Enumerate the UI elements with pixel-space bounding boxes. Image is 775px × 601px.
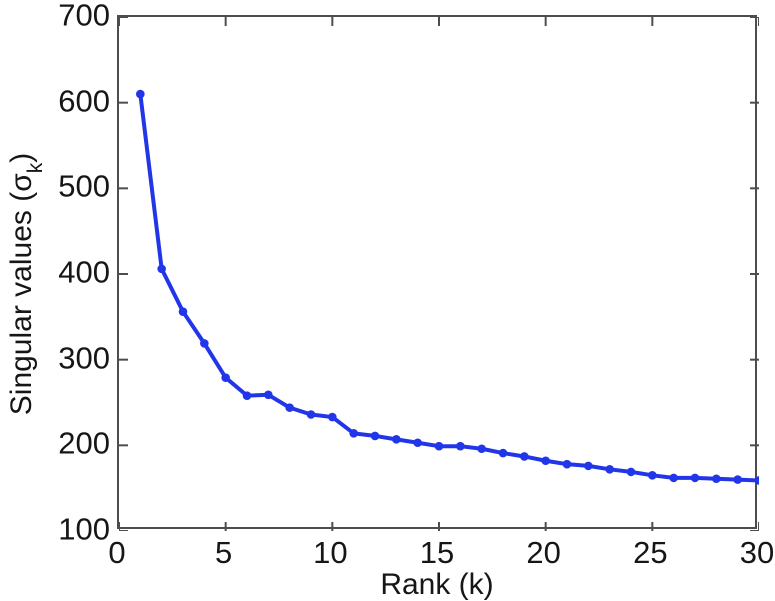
y-axis-title-subscript: k — [23, 162, 47, 174]
x-tick-label: 25 — [633, 535, 668, 570]
data-point-marker — [264, 390, 273, 400]
data-point-marker — [285, 403, 294, 412]
data-point-marker — [498, 448, 508, 458]
y-axis-tick-labels: 100 200 300 400 500 600 700 — [0, 0, 110, 600]
x-axis-tick-labels: 0 5 10 15 20 25 30 — [0, 537, 775, 577]
y-axis-title-main: Singular values (σ — [4, 173, 38, 416]
y-axis-title-wrapper: Singular values (σk) — [4, 24, 47, 544]
data-point-marker — [712, 474, 721, 484]
y-axis-title-paren: ) — [4, 152, 38, 163]
data-point-marker — [370, 431, 380, 441]
data-point-marker — [733, 475, 742, 484]
x-tick-label: 30 — [739, 535, 775, 570]
x-tick-label: 15 — [419, 535, 455, 570]
y-tick-label: 200 — [58, 425, 110, 461]
y-tick-label: 600 — [58, 83, 110, 119]
line-chart-svg — [119, 17, 759, 531]
data-point-marker — [178, 307, 188, 316]
singular-value-line — [138, 92, 759, 483]
data-point-marker — [349, 429, 358, 438]
data-point-marker — [562, 459, 572, 469]
x-tick-label: 5 — [215, 535, 233, 570]
data-point-marker — [392, 435, 401, 444]
axis-tick-marks — [119, 17, 759, 531]
data-point-marker — [157, 264, 166, 274]
y-tick-label: 500 — [58, 168, 110, 204]
data-point-marker — [456, 441, 465, 451]
data-point-marker — [626, 467, 636, 477]
y-tick-label: 400 — [58, 254, 110, 290]
singular-value-markers — [136, 89, 759, 485]
data-point-marker — [306, 410, 316, 419]
x-axis-title: Rank (k) — [380, 568, 494, 601]
y-tick-label: 300 — [58, 340, 110, 376]
x-tick-label: 0 — [108, 535, 126, 570]
data-point-marker — [690, 473, 700, 483]
y-tick-label: 100 — [58, 511, 110, 547]
x-tick-label: 20 — [526, 535, 561, 570]
data-point-marker — [669, 473, 678, 483]
data-point-marker — [754, 476, 759, 485]
y-axis-title: Singular values (σk) — [4, 152, 47, 416]
data-point-marker — [584, 461, 593, 471]
data-point-marker — [605, 465, 614, 474]
data-point-marker — [520, 452, 529, 461]
data-point-marker — [221, 373, 230, 382]
data-point-marker — [200, 339, 209, 348]
data-point-marker — [477, 444, 486, 454]
plot-area — [117, 15, 759, 531]
x-tick-label: 10 — [313, 535, 348, 570]
data-point-marker — [136, 89, 145, 99]
data-point-marker — [242, 391, 252, 400]
data-point-marker — [541, 456, 550, 466]
data-point-marker — [434, 441, 444, 451]
data-point-marker — [328, 412, 337, 422]
y-tick-label: 700 — [58, 0, 110, 33]
data-point-marker — [648, 471, 657, 480]
data-point-marker — [413, 438, 422, 448]
